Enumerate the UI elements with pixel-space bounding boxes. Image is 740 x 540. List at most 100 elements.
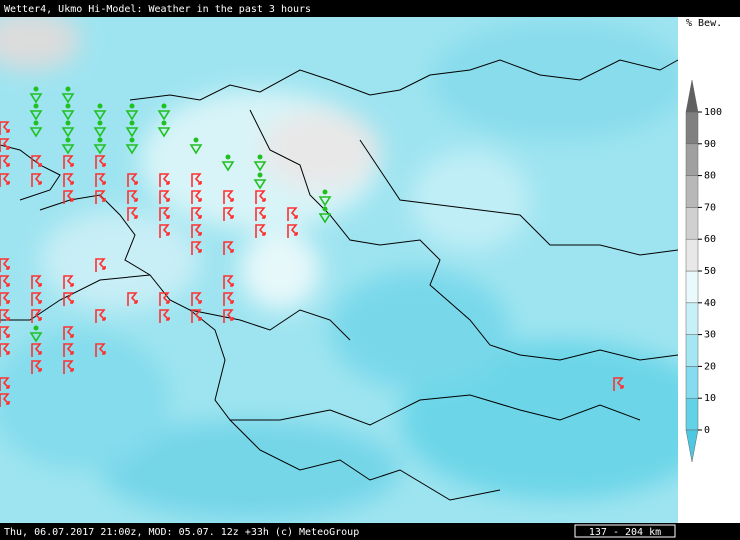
shower-triangle [61, 144, 75, 155]
thunderstorm-symbol [127, 173, 138, 187]
legend-tick-label: 0 [704, 425, 710, 436]
shower-dot [193, 137, 199, 143]
shower-dot [33, 103, 39, 109]
shower-triangle [61, 127, 75, 138]
thunderstorm-symbol [223, 292, 234, 306]
shower-triangle [29, 332, 43, 343]
legend-band [685, 366, 699, 399]
cloud-field [0, 17, 678, 523]
thunderstorm-symbol [0, 275, 10, 289]
thunderstorm-symbol [159, 309, 170, 323]
shower-dot [65, 103, 71, 109]
legend-unit: % Bew. [686, 18, 722, 29]
shower-triangle [221, 161, 235, 172]
legend-band [685, 207, 699, 240]
thunderstorm-symbol [0, 173, 10, 187]
thunderstorm-symbol [0, 155, 10, 169]
scale-text: 137 - 204 km [589, 527, 661, 538]
shower-triangle [93, 144, 107, 155]
thunderstorm-symbol [63, 326, 74, 340]
thunderstorm-symbol [223, 275, 234, 289]
thunderstorm-symbol [191, 241, 202, 255]
legend-band [685, 175, 699, 208]
thunderstorm-symbol [63, 155, 74, 169]
shower-triangle [61, 110, 75, 121]
shower-dot [322, 189, 328, 195]
shower-triangle [318, 196, 332, 207]
thunderstorm-symbol [255, 190, 266, 204]
shower-triangle [125, 127, 139, 138]
thunderstorm-symbol [613, 377, 624, 391]
shower-dot [225, 154, 231, 160]
thunderstorm-symbol [223, 309, 234, 323]
shower-triangle [29, 110, 43, 121]
thunderstorm-symbol [0, 292, 10, 306]
shower-triangle [125, 144, 139, 155]
thunderstorm-symbol [31, 155, 42, 169]
thunderstorm-symbol [0, 326, 10, 340]
thunderstorm-symbol [0, 258, 10, 272]
legend-band [685, 334, 699, 367]
weather-symbols [0, 86, 624, 407]
thunderstorm-symbol [31, 173, 42, 187]
legend-band [685, 238, 699, 272]
shower-dot [65, 137, 71, 143]
thunderstorm-symbol [63, 360, 74, 374]
shower-triangle [93, 110, 107, 121]
thunderstorm-symbol [287, 224, 298, 238]
thunderstorm-symbol [223, 190, 234, 204]
thunderstorm-symbol [95, 309, 106, 323]
shower-triangle [29, 127, 43, 138]
thunderstorm-symbol [191, 309, 202, 323]
thunderstorm-symbol [31, 309, 42, 323]
shower-triangle [93, 127, 107, 138]
legend-tick-label: 90 [704, 139, 716, 150]
footer-text: Thu, 06.07.2017 21:00z, MOD: 05.07. 12z … [4, 527, 359, 538]
thunderstorm-symbol [159, 190, 170, 204]
legend-tick-label: 20 [704, 361, 716, 372]
legend-tick-label: 70 [704, 202, 716, 213]
shower-dot [33, 325, 39, 331]
shower-dot [97, 120, 103, 126]
thunderstorm-symbol [95, 343, 106, 357]
shower-dot [257, 154, 263, 160]
legend-tick-label: 80 [704, 171, 716, 182]
thunderstorm-symbol [31, 275, 42, 289]
thunderstorm-symbol [63, 173, 74, 187]
shower-triangle [253, 179, 267, 190]
thunderstorm-symbol [63, 275, 74, 289]
thunderstorm-symbol [31, 360, 42, 374]
legend-band [685, 397, 699, 431]
thunderstorm-symbol [127, 292, 138, 306]
shower-dot [322, 206, 328, 212]
legend-tick-label: 50 [704, 266, 716, 277]
thunderstorm-symbol [63, 292, 74, 306]
shower-dot [33, 86, 39, 92]
header-bar [0, 0, 740, 17]
legend: 0 10 20 30 40 50 60 70 80 90 100 [685, 79, 722, 463]
shower-dot [129, 120, 135, 126]
shower-triangle [61, 93, 75, 104]
thunderstorm-symbol [0, 377, 10, 391]
thunderstorm-symbol [127, 207, 138, 221]
thunderstorm-symbol [159, 173, 170, 187]
shower-dot [161, 120, 167, 126]
thunderstorm-symbol [95, 190, 106, 204]
thunderstorm-symbol [191, 190, 202, 204]
thunderstorm-symbol [63, 190, 74, 204]
thunderstorm-symbol [0, 138, 10, 152]
footer-bar [0, 523, 740, 540]
thunderstorm-symbol [159, 224, 170, 238]
shower-dot [129, 103, 135, 109]
thunderstorm-symbol [191, 224, 202, 238]
shower-dot [65, 86, 71, 92]
legend-band [685, 111, 699, 145]
shower-dot [97, 103, 103, 109]
thunderstorm-symbol [95, 155, 106, 169]
legend-cap-bottom [685, 429, 699, 463]
thunderstorm-symbol [191, 207, 202, 221]
shower-dot [129, 137, 135, 143]
legend-tick-label: 100 [704, 107, 722, 118]
